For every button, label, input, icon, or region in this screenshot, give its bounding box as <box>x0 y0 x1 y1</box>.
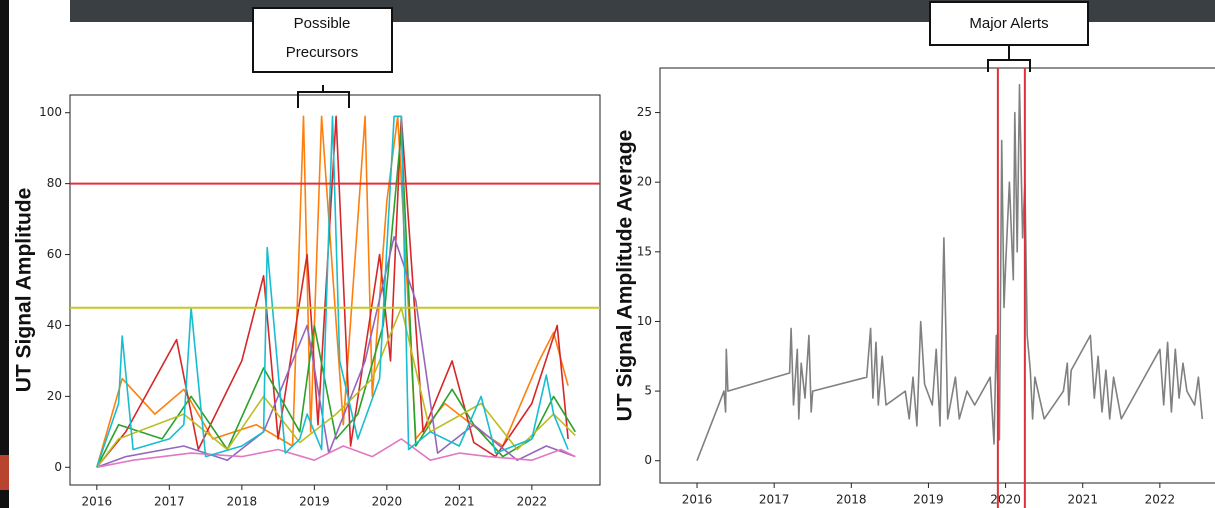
left-edge-accent <box>0 455 9 490</box>
x-tick-label: 2018 <box>836 493 867 507</box>
x-tick-label: 2017 <box>154 495 185 508</box>
x-tick-label: 2016 <box>82 495 113 508</box>
y-axis-label: UT Signal Amplitude Average <box>614 130 637 422</box>
annotation-text: Major Alerts <box>969 15 1048 32</box>
annotation-text: Possible <box>294 15 351 32</box>
y-tick-label: 80 <box>47 176 62 190</box>
x-tick-label: 2021 <box>1067 493 1098 507</box>
y-tick-label: 25 <box>637 105 652 119</box>
y-tick-label: 15 <box>637 244 652 258</box>
x-tick-label: 2018 <box>227 495 258 508</box>
x-tick-label: 2019 <box>299 495 330 508</box>
y-tick-label: 60 <box>47 247 62 261</box>
slide: 0204060801002016201720182019202020212022… <box>0 0 1215 508</box>
x-tick-label: 2021 <box>444 495 475 508</box>
x-tick-label: 2020 <box>372 495 403 508</box>
x-tick-label: 2022 <box>1145 493 1176 507</box>
x-tick-label: 2016 <box>682 493 713 507</box>
x-tick-label: 2022 <box>517 495 548 508</box>
y-axis-label: UT Signal Amplitude <box>13 188 36 393</box>
y-tick-label: 0 <box>644 453 652 467</box>
y-tick-label: 10 <box>637 314 652 328</box>
background <box>0 0 1215 508</box>
y-tick-label: 5 <box>644 384 652 398</box>
y-tick-label: 20 <box>637 175 652 189</box>
x-tick-label: 2020 <box>990 493 1021 507</box>
y-tick-label: 100 <box>39 105 62 119</box>
y-tick-label: 20 <box>47 389 62 403</box>
left-edge <box>0 0 9 508</box>
y-tick-label: 0 <box>54 460 62 474</box>
x-tick-label: 2019 <box>913 493 944 507</box>
y-tick-label: 40 <box>47 318 62 332</box>
x-tick-label: 2017 <box>759 493 790 507</box>
annotation-text: Precursors <box>286 44 359 61</box>
